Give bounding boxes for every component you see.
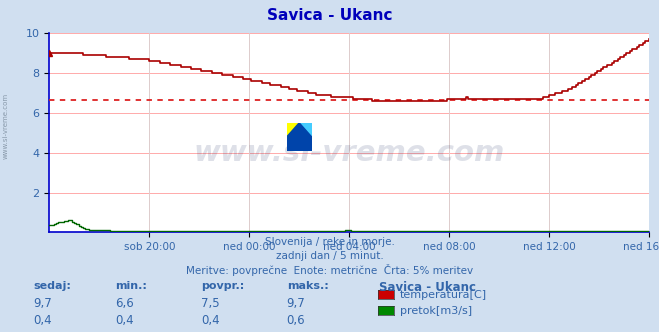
Text: www.si-vreme.com: www.si-vreme.com	[194, 139, 505, 167]
Polygon shape	[287, 123, 299, 137]
Text: Slovenija / reke in morje.: Slovenija / reke in morje.	[264, 237, 395, 247]
Polygon shape	[287, 123, 312, 151]
Text: 9,7: 9,7	[33, 297, 51, 310]
Text: min.:: min.:	[115, 281, 147, 290]
Text: 0,4: 0,4	[33, 314, 51, 327]
Text: temperatura[C]: temperatura[C]	[400, 290, 487, 300]
Text: maks.:: maks.:	[287, 281, 328, 290]
Text: 6,6: 6,6	[115, 297, 134, 310]
Text: sedaj:: sedaj:	[33, 281, 71, 290]
Text: 9,7: 9,7	[287, 297, 305, 310]
Text: Meritve: povprečne  Enote: metrične  Črta: 5% meritev: Meritve: povprečne Enote: metrične Črta:…	[186, 264, 473, 276]
Text: povpr.:: povpr.:	[201, 281, 244, 290]
Text: 7,5: 7,5	[201, 297, 219, 310]
Polygon shape	[299, 123, 312, 137]
Text: 0,6: 0,6	[287, 314, 305, 327]
Text: 0,4: 0,4	[201, 314, 219, 327]
Text: www.si-vreme.com: www.si-vreme.com	[2, 93, 9, 159]
Text: pretok[m3/s]: pretok[m3/s]	[400, 306, 472, 316]
Text: Savica - Ukanc: Savica - Ukanc	[379, 281, 476, 293]
Text: 0,4: 0,4	[115, 314, 134, 327]
Text: zadnji dan / 5 minut.: zadnji dan / 5 minut.	[275, 251, 384, 261]
Text: Savica - Ukanc: Savica - Ukanc	[267, 8, 392, 23]
